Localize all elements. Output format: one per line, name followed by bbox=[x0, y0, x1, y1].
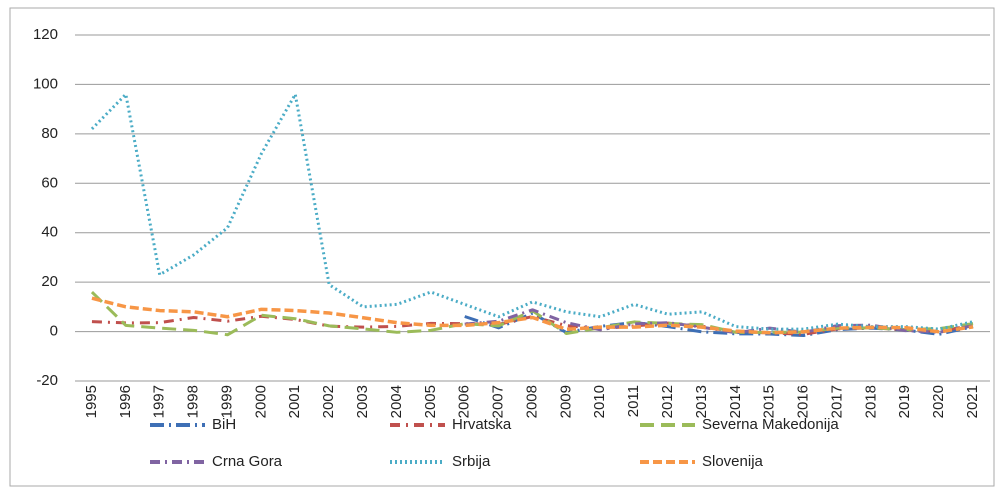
x-tick-label: 2012 bbox=[659, 385, 676, 418]
series-line bbox=[91, 314, 974, 336]
y-tick-label: 0 bbox=[50, 323, 58, 340]
x-tick-label: 2016 bbox=[795, 385, 812, 418]
x-tick-label: 2004 bbox=[388, 385, 405, 418]
x-tick-label: 2006 bbox=[456, 385, 473, 418]
y-tick-label: 80 bbox=[41, 125, 58, 142]
x-tick-label: 2019 bbox=[896, 385, 913, 418]
series-line bbox=[91, 296, 974, 335]
y-tick-label: 120 bbox=[33, 26, 58, 43]
x-tick-label: 2014 bbox=[727, 385, 744, 418]
x-tick-label: 2011 bbox=[625, 385, 642, 417]
y-tick-label: 60 bbox=[41, 174, 58, 191]
x-tick-label: 2010 bbox=[591, 385, 608, 418]
x-tick-label: 2017 bbox=[828, 385, 845, 418]
legend-label: Crna Gora bbox=[212, 453, 283, 470]
x-tick-label: 2020 bbox=[930, 385, 947, 418]
x-tick-label: 1995 bbox=[83, 385, 100, 418]
x-tick-label: 2007 bbox=[490, 385, 507, 418]
x-tick-label: 2000 bbox=[252, 385, 269, 418]
x-tick-label: 2002 bbox=[320, 385, 337, 418]
x-tick-label: 2005 bbox=[422, 385, 439, 418]
legend-label: BiH bbox=[212, 416, 236, 433]
x-tick-label: 2013 bbox=[693, 385, 710, 418]
x-tick-label: 2015 bbox=[761, 385, 778, 418]
x-tick-label: 2021 bbox=[964, 385, 981, 418]
x-tick-label: 2018 bbox=[862, 385, 879, 418]
x-tick-label: 1996 bbox=[117, 385, 134, 418]
legend-label: Slovenija bbox=[702, 453, 764, 470]
legend-label: Hrvatska bbox=[452, 416, 512, 433]
y-tick-label: -20 bbox=[36, 372, 58, 389]
x-tick-label: 1998 bbox=[185, 385, 202, 418]
series-line bbox=[90, 92, 974, 331]
x-tick-label: 2001 bbox=[286, 385, 303, 418]
x-tick-label: 1999 bbox=[218, 385, 235, 418]
legend-label: Srbija bbox=[452, 453, 491, 470]
y-tick-label: 100 bbox=[33, 75, 58, 92]
legend-label: Severna Makedonija bbox=[702, 416, 839, 433]
x-tick-label: 2008 bbox=[523, 385, 540, 418]
x-tick-label: 1997 bbox=[151, 385, 168, 418]
x-tick-label: 2003 bbox=[354, 385, 371, 418]
y-tick-label: 40 bbox=[41, 224, 58, 241]
x-tick-label: 2009 bbox=[557, 385, 574, 418]
y-tick-label: 20 bbox=[41, 273, 58, 290]
chart-frame bbox=[9, 7, 995, 487]
